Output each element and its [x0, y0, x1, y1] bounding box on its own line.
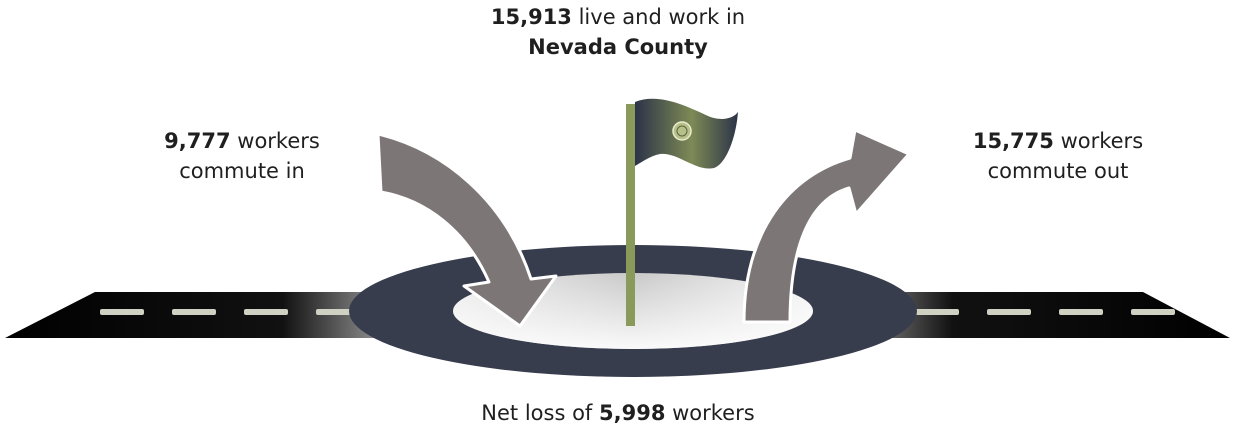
commute-in-text1: workers [230, 129, 320, 153]
commute-out-count: 15,775 [972, 129, 1054, 153]
net-loss-count: 5,998 [599, 401, 666, 425]
net-loss-prefix: Net loss of [481, 401, 599, 425]
commute-out-label: 15,775 workers commute out [928, 126, 1188, 186]
commute-out-text1: workers [1053, 129, 1144, 153]
county-name: Nevada County [528, 35, 708, 59]
live-work-text: live and work in [571, 5, 746, 29]
commute-in-label: 9,777 workers commute in [112, 126, 372, 186]
right-road [860, 292, 1230, 338]
nevada-badge-icon [672, 121, 692, 141]
commute-out-text2: commute out [987, 159, 1129, 183]
net-loss-label: Net loss of 5,998 workers [368, 398, 868, 428]
commute-out-arrow [742, 128, 911, 324]
live-work-count: 15,913 [490, 5, 572, 29]
commute-in-count: 9,777 [164, 129, 231, 153]
commute-in-text2: commute in [179, 159, 305, 183]
net-loss-suffix: workers [665, 401, 755, 425]
live-and-work-label: 15,913 live and work in Nevada County [418, 2, 818, 62]
flag-icon [626, 98, 738, 326]
left-road [5, 292, 375, 338]
commute-in-arrow [376, 132, 558, 328]
